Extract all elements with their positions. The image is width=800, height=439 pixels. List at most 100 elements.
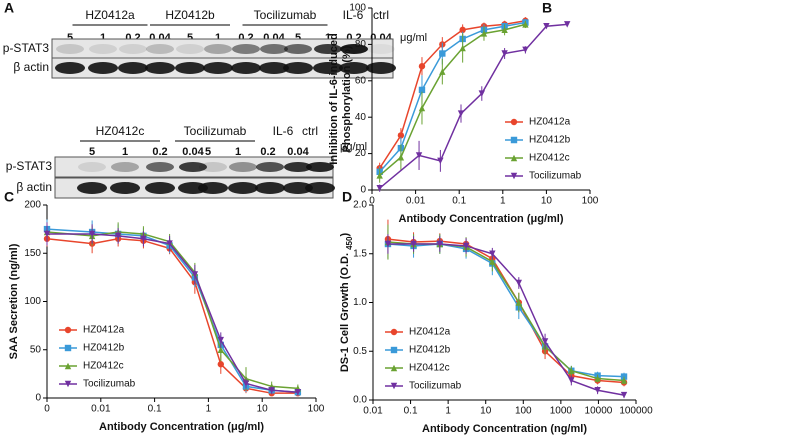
band — [284, 44, 312, 54]
band — [228, 182, 258, 194]
group-label: ctrl — [373, 8, 389, 22]
marker — [410, 240, 417, 248]
legend-marker — [510, 118, 518, 126]
marker — [384, 240, 392, 248]
x-tick-label: 100000 — [619, 406, 653, 417]
marker — [515, 299, 523, 306]
band — [110, 182, 140, 194]
band — [176, 44, 204, 54]
y-tick-label: 200 — [24, 200, 41, 211]
x-axis-label: Antibody Concentration (ng/ml) — [422, 423, 587, 435]
panel-label: D — [342, 189, 352, 205]
row-label: β actin — [16, 180, 52, 194]
marker — [620, 373, 628, 380]
band — [55, 62, 85, 74]
y-tick-label: 80 — [355, 39, 367, 50]
marker — [501, 26, 508, 34]
marker — [462, 242, 470, 250]
y-axis-label-part: DS-1 Cell Growth (O.D. — [339, 250, 351, 372]
marker — [397, 132, 405, 139]
panel-label: B — [542, 0, 552, 16]
marker — [594, 375, 601, 382]
band — [231, 62, 261, 74]
x-axis-label: Antibody Concentration (μg/ml) — [399, 213, 564, 225]
marker — [501, 50, 508, 57]
legend-marker — [64, 380, 72, 388]
x-tick-label: 0.01 — [91, 404, 111, 415]
marker — [480, 30, 488, 37]
marker — [457, 110, 465, 117]
y-axis-label: SAA Secretion (ng/ml) — [8, 243, 20, 359]
legend-marker — [390, 346, 398, 354]
series-line — [379, 23, 526, 177]
marker — [594, 387, 601, 394]
legend-label: HZ0412b — [83, 343, 125, 354]
series-line — [379, 21, 526, 173]
band — [175, 62, 205, 74]
row-label: p-STAT3 — [3, 41, 50, 55]
band — [313, 62, 343, 74]
band — [305, 182, 335, 194]
y-tick-label: 100 — [24, 296, 41, 307]
band — [256, 162, 284, 172]
y-axis-label-line: Phosphorylation (%) — [341, 45, 353, 152]
band — [199, 162, 227, 172]
band — [255, 182, 285, 194]
x-tick-label: 0.01 — [363, 406, 383, 417]
legend-marker — [390, 328, 398, 336]
series-line — [387, 243, 625, 396]
dose-label: 5 — [187, 32, 193, 44]
y-tick-label: 0.5 — [353, 346, 367, 357]
group-label: IL-6 — [273, 124, 294, 138]
marker — [242, 380, 250, 387]
series-line — [387, 241, 625, 382]
dose-label: 5 — [89, 146, 95, 158]
legend-marker — [510, 154, 518, 162]
legend-marker — [390, 364, 398, 372]
marker — [217, 361, 224, 368]
marker — [620, 377, 628, 384]
y-tick-label: 0 — [35, 393, 41, 404]
marker — [437, 157, 444, 165]
band — [145, 182, 175, 194]
series-line — [387, 238, 625, 384]
dose-label: 1 — [215, 32, 221, 44]
band — [340, 44, 368, 54]
row-label: β actin — [13, 60, 49, 74]
marker — [564, 21, 571, 28]
x-tick-label: 0.1 — [148, 404, 162, 415]
band — [203, 62, 233, 74]
legend-label: HZ0412c — [529, 153, 570, 164]
dose-label: 1 — [235, 146, 241, 158]
band — [88, 62, 118, 74]
x-tick-label: 1 — [206, 404, 212, 415]
marker — [568, 377, 575, 384]
group-label: ctrl — [302, 124, 318, 138]
marker — [376, 184, 383, 192]
band — [111, 162, 139, 172]
panel-label: A — [4, 0, 14, 16]
panel-label: C — [4, 189, 14, 205]
band — [339, 62, 369, 74]
dose-label: 1 — [122, 146, 128, 158]
marker — [459, 26, 466, 34]
marker — [376, 172, 383, 179]
band — [306, 162, 334, 172]
legend-marker — [64, 362, 72, 370]
marker — [543, 23, 550, 30]
marker — [217, 346, 224, 353]
y-tick-label: 50 — [30, 344, 42, 355]
x-tick-label: 10 — [480, 406, 492, 417]
dose-label: 1 — [325, 32, 331, 44]
legend-label: HZ0412a — [83, 325, 125, 336]
y-axis-label: DS-1 Cell Growth (O.D. 450) — [339, 233, 354, 373]
marker — [43, 230, 51, 238]
band — [146, 44, 174, 54]
marker — [397, 154, 405, 161]
legend-label: Tocilizumab — [409, 381, 462, 392]
row-label: p-STAT3 — [6, 159, 53, 173]
y-tick-label: 0.0 — [353, 395, 367, 406]
x-axis-label: Antibody Concentration (μg/ml) — [99, 421, 264, 433]
marker — [418, 86, 426, 94]
